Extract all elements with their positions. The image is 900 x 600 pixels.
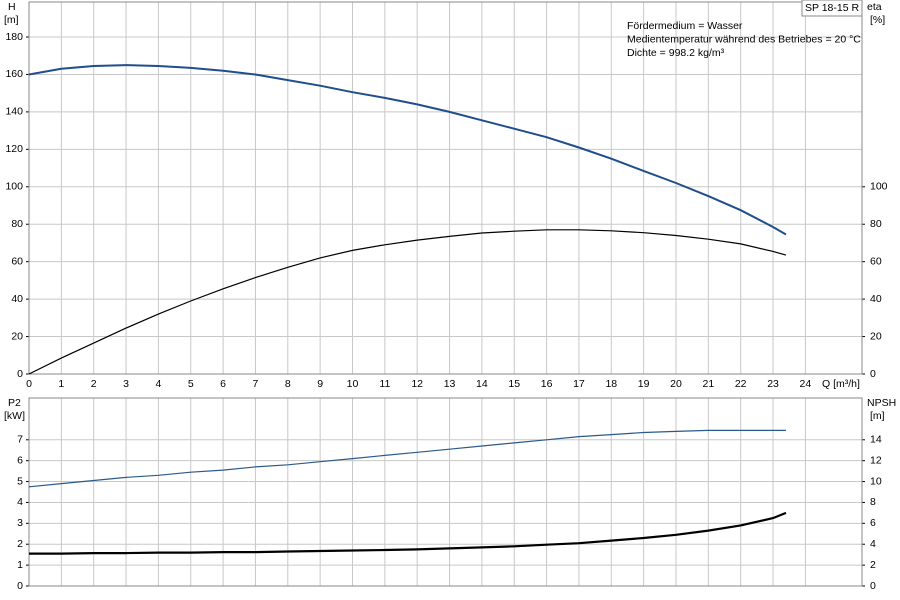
y2-axis-label: eta — [867, 1, 882, 13]
y-tick-label: 7 — [17, 434, 23, 446]
x-tick-label: 19 — [638, 378, 650, 390]
y2-tick-label: 10 — [870, 475, 882, 487]
y-tick-label: 20 — [11, 330, 23, 342]
x-tick-label: 22 — [735, 378, 747, 390]
curve — [28, 229, 787, 375]
x-tick-label: 18 — [605, 378, 617, 390]
y-tick-label: 0 — [17, 368, 23, 380]
y-axis-unit: [m] — [4, 14, 19, 26]
y-tick-label: 180 — [5, 31, 23, 43]
y-axis-unit: [kW] — [4, 410, 25, 422]
y-tick-label: 3 — [17, 517, 23, 529]
y2-tick-label: 0 — [870, 580, 876, 592]
y2-axis-unit: [%] — [870, 14, 885, 26]
y-tick-label: 100 — [5, 181, 23, 193]
x-tick-label: 8 — [285, 378, 291, 390]
y-tick-label: 60 — [11, 255, 23, 267]
x-tick-label: 11 — [379, 378, 390, 390]
y-tick-label: 120 — [5, 143, 23, 155]
y2-tick-label: 8 — [870, 496, 876, 508]
x-tick-label: 10 — [347, 378, 359, 390]
y2-tick-label: 80 — [870, 218, 882, 230]
x-tick-label: 13 — [444, 378, 456, 390]
x-tick-label: 6 — [220, 378, 226, 390]
y-tick-label: 5 — [17, 475, 23, 487]
curve — [29, 511, 787, 555]
y2-tick-label: 4 — [870, 538, 876, 550]
y2-axis-label: NPSH — [867, 397, 896, 409]
y2-tick-label: 12 — [870, 454, 882, 466]
y-tick-label: 0 — [17, 580, 23, 592]
y-tick-label: 6 — [17, 454, 23, 466]
y2-tick-label: 40 — [870, 293, 882, 305]
x-tick-label: 16 — [541, 378, 553, 390]
x-tick-label: 21 — [702, 378, 714, 390]
y2-tick-label: 20 — [870, 330, 882, 342]
y-axis-label: P2 — [8, 397, 21, 409]
x-tick-label: 12 — [411, 378, 423, 390]
y-tick-label: 40 — [11, 293, 23, 305]
y2-tick-label: 100 — [870, 181, 888, 193]
x-tick-label: 9 — [317, 378, 323, 390]
y2-tick-label: 60 — [870, 255, 882, 267]
x-tick-label: 4 — [155, 378, 161, 390]
x-tick-label: 1 — [58, 378, 64, 390]
x-tick-label: 20 — [670, 378, 682, 390]
y2-tick-label: 2 — [870, 559, 876, 571]
plot-frame — [28, 397, 863, 587]
curve — [28, 429, 786, 488]
plot-frame — [28, 1, 863, 375]
x-tick-label: 17 — [573, 378, 585, 390]
annotation: Dichte = 998.2 kg/m³ — [627, 47, 725, 59]
model-label: SP 18-15 R — [805, 2, 860, 14]
y-tick-label: 2 — [17, 538, 23, 550]
y2-tick-label: 6 — [870, 517, 876, 529]
annotation: Medientemperatur während des Betriebes =… — [627, 33, 861, 45]
y-tick-label: 80 — [11, 218, 23, 230]
x-tick-label: 5 — [188, 378, 194, 390]
x-tick-label: 7 — [253, 378, 259, 390]
y-tick-label: 1 — [17, 559, 23, 571]
annotation: Fördermedium = Wasser — [627, 20, 743, 32]
y2-tick-label: 14 — [870, 434, 882, 446]
y2-axis-unit: [m] — [870, 410, 885, 422]
y-tick-label: 160 — [5, 68, 23, 80]
x-tick-label: 23 — [767, 378, 779, 390]
y-axis-label: H — [8, 1, 16, 13]
y-tick-label: 4 — [17, 496, 23, 508]
x-tick-label: 2 — [91, 378, 97, 390]
x-tick-label: 3 — [123, 378, 129, 390]
y2-tick-label: 0 — [870, 368, 876, 380]
x-tick-label: 15 — [508, 378, 520, 390]
x-tick-label: 14 — [476, 378, 488, 390]
x-tick-label: 0 — [26, 378, 32, 390]
curve — [28, 64, 787, 236]
x-axis-label: Q [m³/h] — [822, 378, 860, 390]
x-tick-label: 24 — [800, 378, 812, 390]
y-tick-label: 140 — [5, 106, 23, 118]
model-box — [801, 0, 863, 17]
